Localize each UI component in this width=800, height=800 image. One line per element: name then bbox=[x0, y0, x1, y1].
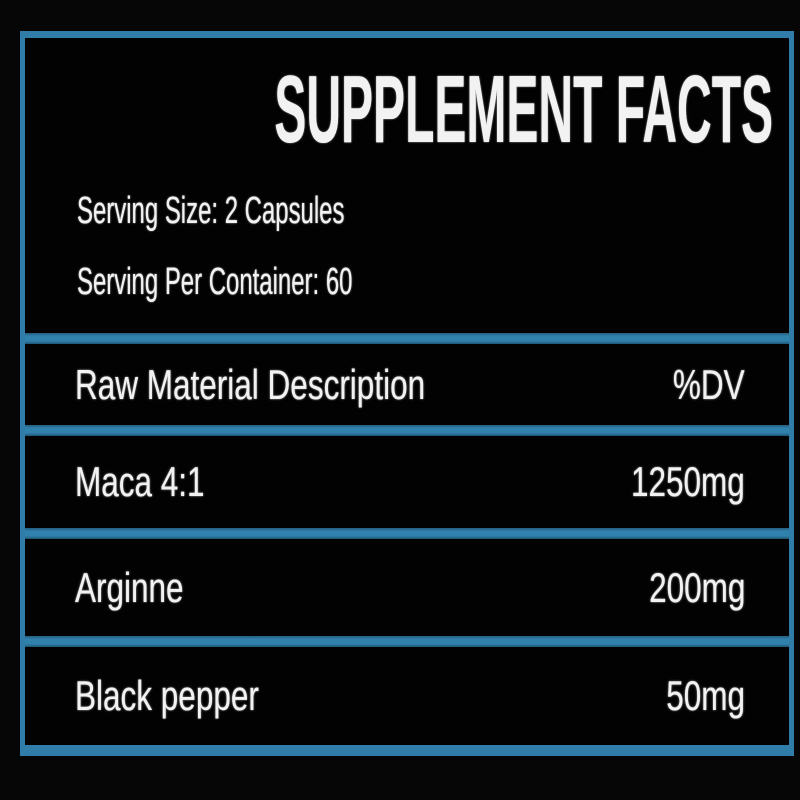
serving-size-text: Serving Size: 2 Capsules bbox=[77, 190, 345, 232]
page-title: SUPPLEMENT FACTS bbox=[25, 62, 789, 158]
separator-bar bbox=[25, 425, 789, 436]
table-row: Maca 4:1 1250mg bbox=[25, 436, 789, 528]
table-row: Arginne 200mg bbox=[25, 539, 789, 636]
servings-per-container-line: Serving Per Container: 60 bbox=[25, 263, 789, 301]
separator-bar bbox=[25, 636, 789, 647]
panel-header-section: SUPPLEMENT FACTS Serving Size: 2 Capsule… bbox=[25, 38, 789, 333]
table-header-row: Raw Material Description %DV bbox=[25, 344, 789, 425]
ingredient-amount: 50mg bbox=[666, 672, 745, 719]
serving-size-line: Serving Size: 2 Capsules bbox=[25, 192, 789, 230]
ingredient-name: Maca 4:1 bbox=[75, 458, 205, 505]
separator-bar bbox=[25, 333, 789, 344]
separator-bar bbox=[25, 528, 789, 539]
ingredient-name: Arginne bbox=[75, 563, 184, 611]
ingredient-name: Black pepper bbox=[75, 672, 259, 719]
servings-per-container-text: Serving Per Container: 60 bbox=[77, 261, 353, 303]
table-row: Black pepper 50mg bbox=[25, 647, 789, 745]
column-header-description: Raw Material Description bbox=[75, 360, 426, 408]
column-header-dv: %DV bbox=[673, 360, 745, 408]
ingredient-amount: 200mg bbox=[648, 563, 745, 611]
page-title-text: SUPPLEMENT FACTS bbox=[274, 56, 774, 163]
ingredient-amount: 1250mg bbox=[631, 458, 745, 505]
supplement-facts-panel: SUPPLEMENT FACTS Serving Size: 2 Capsule… bbox=[20, 31, 794, 756]
